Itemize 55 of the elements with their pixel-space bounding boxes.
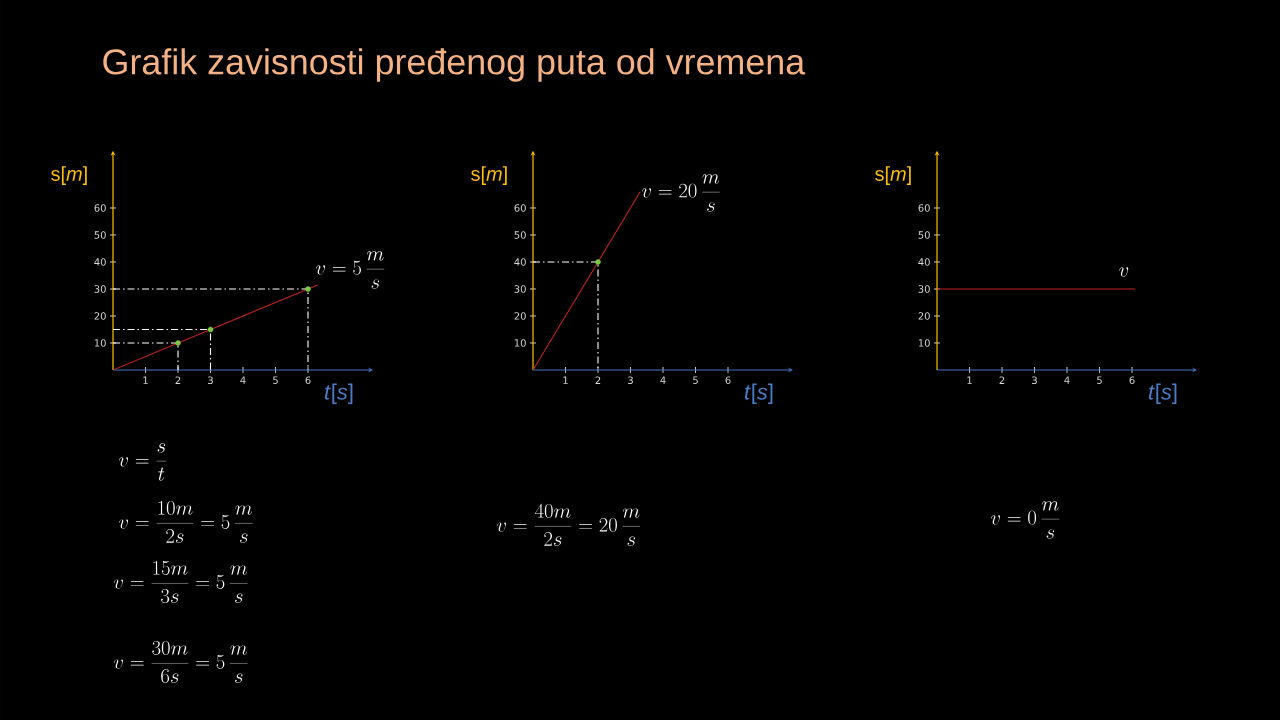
text: $v = \frac{s}{t}$ — [119, 443, 167, 481]
x-tick-label: 5 — [693, 376, 698, 384]
y-axis-title: s[m] — [875, 166, 911, 185]
x-axis-title: t[s] — [1148, 383, 1177, 404]
x-tick-label: 3 — [208, 376, 213, 385]
text: $v = 0\,\frac{m}{s}$ — [991, 501, 1060, 539]
y-tick-label: 10 — [514, 339, 526, 347]
point — [175, 340, 181, 346]
x-tick-label: 1 — [563, 376, 568, 384]
x-tick-label: 4 — [240, 376, 246, 384]
x-tick-label: 5 — [273, 376, 278, 384]
y-tick-label: 40 — [94, 258, 106, 266]
x-tick-label: 6 — [1129, 376, 1135, 385]
point — [207, 326, 214, 333]
x-tick-label: 6 — [725, 376, 731, 385]
y-tick-label: 20 — [918, 312, 930, 320]
y-tick-label: 30 — [514, 285, 526, 293]
x-axis-title: t[s] — [744, 383, 773, 404]
annotation: $v = 5\,\frac{m}{s}$ — [316, 251, 385, 289]
y-axis-title: s[m] — [51, 166, 87, 185]
y-tick-label: 20 — [514, 312, 526, 320]
x-tick-label: 2 — [175, 376, 181, 384]
annotation: $v = 20\,\frac{m}{s}$ — [642, 174, 720, 212]
y-tick-label: 60 — [514, 204, 526, 212]
x-tick-label: 5 — [1097, 376, 1102, 384]
y-tick-label: 40 — [514, 258, 526, 266]
x-tick-label: 2 — [999, 376, 1005, 384]
y-tick-label: 30 — [918, 285, 930, 293]
text: Grafik zavisnosti pređenog puta od vremena — [103, 48, 806, 82]
x-tick-label: 1 — [967, 376, 972, 384]
y-tick-label: 50 — [514, 231, 526, 239]
text: $v = \frac{10m}{2s} = 5\,\frac{m}{s}$ — [119, 500, 253, 543]
text: $v = \frac{15m}{3s} = 5\,\frac{m}{s}$ — [114, 560, 248, 604]
y-axis-title: s[m] — [471, 166, 507, 185]
x-tick-label: 3 — [628, 376, 633, 385]
y-tick-label: 20 — [94, 312, 106, 320]
y-tick-label: 10 — [94, 339, 106, 347]
x-tick-label: 1 — [143, 376, 148, 384]
y-tick-label: 30 — [94, 285, 106, 293]
text: $v = \frac{30m}{6s} = 5\,\frac{m}{s}$ — [114, 640, 248, 684]
x-tick-label: 6 — [305, 376, 311, 385]
x-tick-label: 4 — [1064, 376, 1070, 384]
x-axis-title: t[s] — [324, 383, 353, 404]
x-tick-label: 4 — [660, 376, 666, 384]
y-tick-label: 60 — [94, 204, 106, 212]
text: $v = \frac{40m}{2s} = 20\,\frac{m}{s}$ — [497, 503, 641, 546]
y-tick-label: 50 — [94, 231, 106, 239]
y-tick-label: 60 — [918, 204, 930, 212]
point — [305, 286, 311, 292]
y-tick-label: 50 — [918, 231, 930, 239]
x-tick-label: 2 — [595, 376, 601, 384]
y-tick-label: 10 — [918, 339, 930, 347]
annotation: $v$ — [1119, 267, 1129, 277]
x-tick-label: 3 — [1032, 376, 1037, 385]
y-tick-label: 40 — [918, 258, 930, 266]
